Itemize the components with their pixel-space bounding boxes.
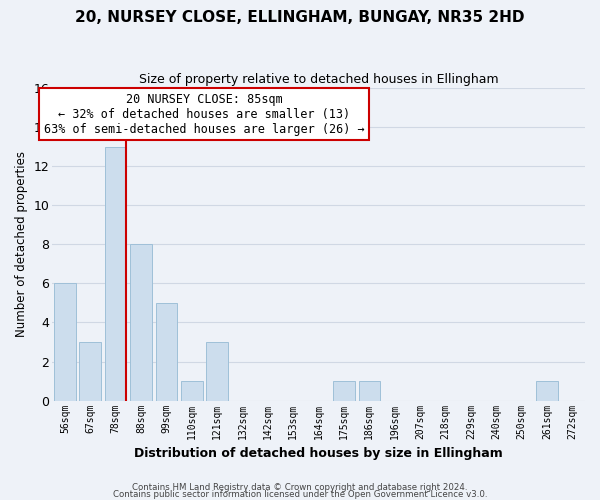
Bar: [206, 342, 228, 400]
Text: 20 NURSEY CLOSE: 85sqm
← 32% of detached houses are smaller (13)
63% of semi-det: 20 NURSEY CLOSE: 85sqm ← 32% of detached…: [44, 92, 364, 136]
Bar: [333, 381, 355, 400]
Bar: [155, 303, 177, 400]
Bar: [54, 284, 76, 401]
Text: 20, NURSEY CLOSE, ELLINGHAM, BUNGAY, NR35 2HD: 20, NURSEY CLOSE, ELLINGHAM, BUNGAY, NR3…: [75, 10, 525, 25]
Bar: [105, 146, 127, 400]
Text: Contains public sector information licensed under the Open Government Licence v3: Contains public sector information licen…: [113, 490, 487, 499]
Y-axis label: Number of detached properties: Number of detached properties: [15, 152, 28, 338]
Bar: [130, 244, 152, 400]
Bar: [359, 381, 380, 400]
Text: Contains HM Land Registry data © Crown copyright and database right 2024.: Contains HM Land Registry data © Crown c…: [132, 484, 468, 492]
Bar: [79, 342, 101, 400]
Bar: [536, 381, 558, 400]
Title: Size of property relative to detached houses in Ellingham: Size of property relative to detached ho…: [139, 72, 499, 86]
X-axis label: Distribution of detached houses by size in Ellingham: Distribution of detached houses by size …: [134, 447, 503, 460]
Bar: [181, 381, 203, 400]
